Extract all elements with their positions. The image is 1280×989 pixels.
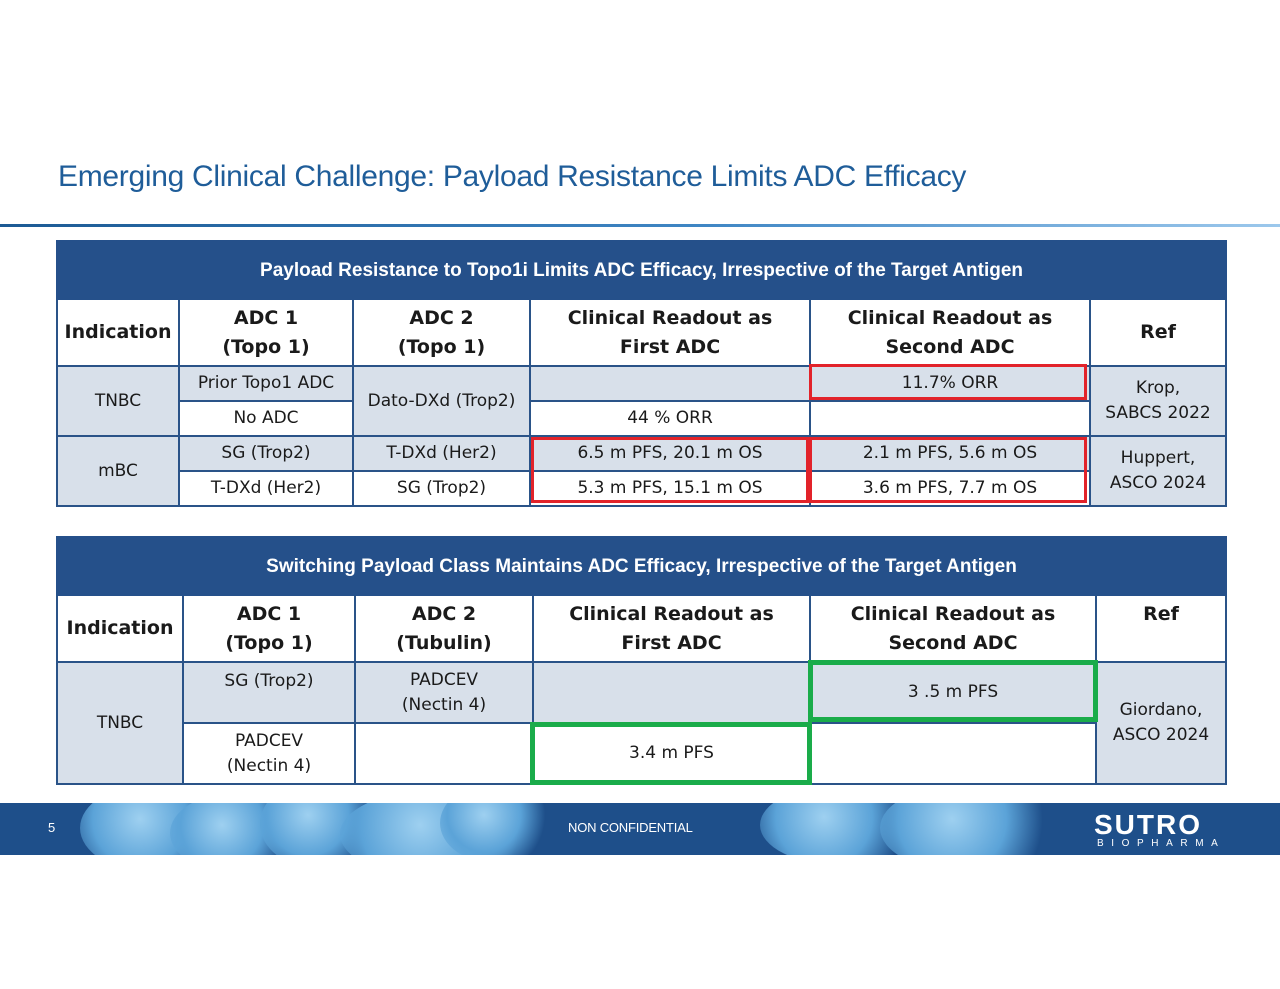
resistance-table: Payload Resistance to Topo1i Limits ADC …: [55, 240, 1228, 507]
header-indication: Indication: [56, 298, 180, 367]
slide-title: Emerging Clinical Challenge: Payload Res…: [58, 160, 967, 193]
header-adc2: ADC 2 (Tubulin): [354, 594, 534, 663]
header-ref: Ref: [1088, 298, 1228, 367]
cell-first-readout: 44 % ORR: [529, 400, 811, 437]
cell-indication-tnbc: TNBC: [56, 365, 180, 437]
header-ref: Ref: [1095, 594, 1227, 663]
switching-table: Switching Payload Class Maintains ADC Ef…: [56, 536, 1227, 785]
molecule-graphic: [440, 803, 550, 855]
header-adc1: ADC 1 (Topo 1): [178, 298, 354, 367]
cell-first-readout: 5.3 m PFS, 15.1 m OS: [529, 470, 811, 507]
table-banner: Switching Payload Class Maintains ADC Ef…: [56, 536, 1227, 596]
cell-adc1: No ADC: [178, 400, 354, 437]
cell-second-readout: 2.1 m PFS, 5.6 m OS: [809, 435, 1091, 472]
cell-second-readout: 3 .5 m PFS: [809, 661, 1097, 724]
cell-adc2: [354, 722, 534, 785]
header-first-adc: Clinical Readout as First ADC: [529, 298, 811, 367]
cell-adc2: Dato-DXd (Trop2): [352, 365, 531, 437]
cell-indication-tnbc: TNBC: [56, 661, 184, 785]
cell-second-readout: 3.6 m PFS, 7.7 m OS: [809, 470, 1091, 507]
cell-adc1: SG (Trop2): [178, 435, 354, 472]
header-second-adc: Clinical Readout as Second ADC: [809, 298, 1091, 367]
cell-first-readout: [532, 661, 811, 724]
page-number: 5: [48, 820, 56, 835]
sutro-logo: SUTRO BIOPHARMA: [1094, 809, 1244, 851]
cell-ref: Huppert, ASCO 2024: [1088, 435, 1228, 507]
header-second-adc: Clinical Readout as Second ADC: [809, 594, 1097, 663]
cell-adc1: Prior Topo1 ADC: [178, 365, 354, 402]
footer-bar: 5 NON CONFIDENTIAL SUTRO BIOPHARMA: [0, 803, 1280, 855]
cell-ref: Krop, SABCS 2022: [1088, 365, 1228, 437]
cell-indication-mbc: mBC: [56, 435, 180, 507]
cell-adc2: SG (Trop2): [352, 470, 531, 507]
cell-first-readout: 3.4 m PFS: [532, 722, 811, 785]
header-adc2: ADC 2 (Topo 1): [352, 298, 531, 367]
cell-first-readout: 6.5 m PFS, 20.1 m OS: [529, 435, 811, 472]
cell-first-readout: [529, 365, 811, 402]
table-banner: Payload Resistance to Topo1i Limits ADC …: [55, 240, 1228, 300]
molecule-graphic: [880, 803, 1060, 855]
header-adc1: ADC 1 (Topo 1): [182, 594, 356, 663]
cell-second-readout: [809, 722, 1097, 785]
cell-second-readout: 11.7% ORR: [809, 365, 1091, 402]
header-indication: Indication: [56, 594, 184, 663]
cell-adc1: SG (Trop2): [182, 661, 356, 724]
cell-second-readout: [809, 400, 1091, 437]
logo-subtitle: BIOPHARMA: [1097, 838, 1226, 849]
cell-adc1: PADCEV (Nectin 4): [182, 722, 356, 785]
cell-ref: Giordano, ASCO 2024: [1095, 661, 1227, 785]
header-first-adc: Clinical Readout as First ADC: [532, 594, 811, 663]
title-divider: [0, 224, 1280, 227]
cell-adc2: PADCEV (Nectin 4): [354, 661, 534, 724]
cell-adc1: T-DXd (Her2): [178, 470, 354, 507]
cell-adc2: T-DXd (Her2): [352, 435, 531, 472]
confidentiality-label: NON CONFIDENTIAL: [568, 820, 693, 835]
logo-wordmark: SUTRO: [1094, 809, 1202, 840]
